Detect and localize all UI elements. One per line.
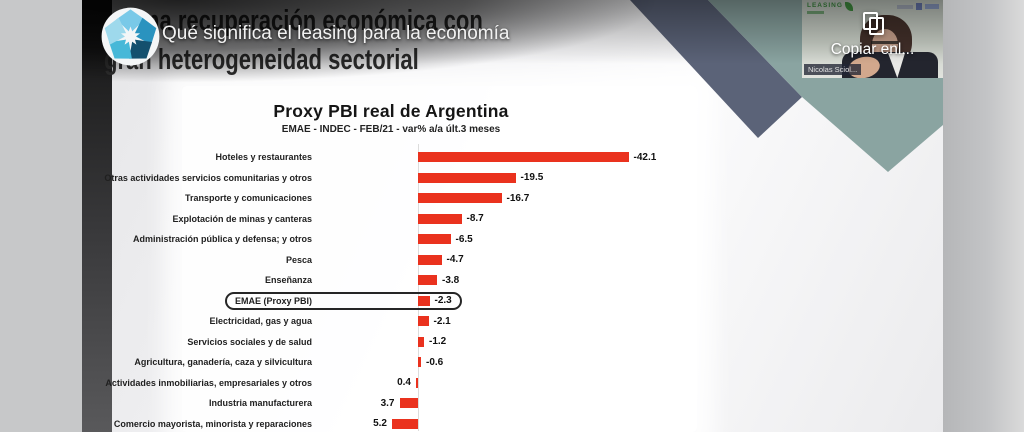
bar — [418, 152, 629, 162]
speaker-name-badge: Nicolas Sciol... — [804, 64, 862, 75]
value-label: -6.5 — [455, 233, 473, 245]
value-label: -4.7 — [446, 254, 464, 265]
partner-logo-icon — [897, 4, 913, 9]
chart-baseline — [418, 144, 419, 431]
bar — [418, 357, 421, 367]
copy-link-button[interactable]: Copiar enl... — [802, 12, 943, 59]
value-label: -3.8 — [442, 274, 460, 286]
category-label: Comercio mayorista, minorista y reparaci… — [113, 418, 312, 429]
chart-row: Administración pública y defensa; y otro… — [82, 229, 943, 250]
category-label: Actividades inmobiliarias, empresariales… — [105, 377, 312, 388]
copy-link-label: Copiar enl... — [830, 41, 915, 58]
chart-row: Transporte y comunicaciones -16.7 — [82, 188, 943, 209]
bar — [418, 336, 424, 347]
bar — [418, 213, 462, 224]
channel-avatar-icon[interactable] — [101, 7, 160, 66]
chart-row: Pesca -4.7 — [82, 250, 943, 271]
value-label: -16.7 — [506, 192, 530, 204]
bar — [392, 418, 418, 429]
category-label: Servicios sociales y de salud — [187, 336, 312, 347]
bar — [418, 275, 437, 285]
category-label: Electricidad, gas y agua — [209, 316, 312, 327]
partner-logos — [897, 3, 939, 10]
category-label: Transporte y comunicaciones — [184, 193, 312, 204]
value-label: -2.1 — [433, 315, 451, 327]
category-label: Hoteles y restaurantes — [215, 152, 312, 163]
bar — [418, 172, 516, 183]
value-label: -19.5 — [520, 172, 544, 183]
chart-row: Comercio mayorista, minorista y reparaci… — [82, 414, 943, 432]
category-label: Administración pública y defensa; y otro… — [132, 234, 312, 245]
chart-row: Agricultura, ganadería, caza y silvicult… — [82, 352, 943, 373]
category-label: Explotación de minas y canteras — [172, 213, 312, 224]
bar — [416, 377, 418, 388]
value-label: -0.6 — [426, 356, 444, 368]
category-label: Otras actividades servicios comunitarias… — [104, 172, 312, 183]
category-label: Agricultura, ganadería, caza y silvicult… — [134, 357, 312, 368]
category-label: Industria manufacturera — [208, 398, 312, 409]
bar — [418, 193, 502, 203]
chart-row: Otras actividades servicios comunitarias… — [82, 168, 943, 189]
chart-row: Enseñanza -3.8 — [82, 270, 943, 291]
value-label: 3.7 — [380, 397, 395, 409]
emae-highlight-box — [225, 291, 462, 310]
chart-row: Servicios sociales y de salud -1.2 — [82, 332, 943, 353]
value-label: -2.3 — [434, 295, 452, 306]
category-label: Enseñanza — [264, 275, 312, 286]
partner-logo-icon — [925, 4, 939, 9]
value-label: 0.4 — [397, 377, 411, 388]
value-label: -8.7 — [466, 213, 484, 224]
value-label: -1.2 — [429, 336, 447, 347]
partner-logo-icon — [916, 3, 922, 10]
bar — [418, 316, 429, 326]
bar — [399, 398, 418, 408]
chart-row: Explotación de minas y canteras -8.7 — [82, 209, 943, 230]
bar — [418, 295, 430, 306]
chart-row: Electricidad, gas y agua -2.1 — [82, 311, 943, 332]
leaf-icon — [844, 2, 853, 11]
leasing-logo: LEASING — [807, 2, 853, 11]
value-label: -42.1 — [633, 151, 657, 163]
bar — [418, 234, 451, 244]
chart-row: Hoteles y restaurantes -42.1 — [82, 147, 943, 168]
chart-title-block: Proxy PBI real de Argentina EMAE - INDEC… — [82, 101, 700, 135]
value-label: 5.2 — [373, 418, 387, 429]
copy-icon — [862, 12, 884, 35]
chart-row: EMAE (Proxy PBI) -2.3 — [82, 291, 943, 312]
category-label: EMAE (Proxy PBI) — [234, 295, 312, 306]
category-label: Pesca — [285, 254, 312, 265]
chart-title: Proxy PBI real de Argentina — [273, 101, 509, 121]
bar — [418, 254, 442, 265]
chart-row: Actividades inmobiliarias, empresariales… — [82, 373, 943, 394]
chart-rows: Hoteles y restaurantes -42.1 Otras activid… — [82, 147, 943, 432]
chart-row: Industria manufacturera 3.7 — [82, 393, 943, 414]
chart-subtitle: EMAE - INDEC - FEB/21 - var% a/a últ.3 m… — [281, 124, 501, 135]
letterbox-right — [943, 0, 1024, 432]
video-stage: na recuperación económica con gran heter… — [82, 0, 943, 432]
video-caption-title: Qué significa el leasing para la economí… — [162, 23, 510, 44]
leasing-logo-text: LEASING — [807, 2, 843, 9]
